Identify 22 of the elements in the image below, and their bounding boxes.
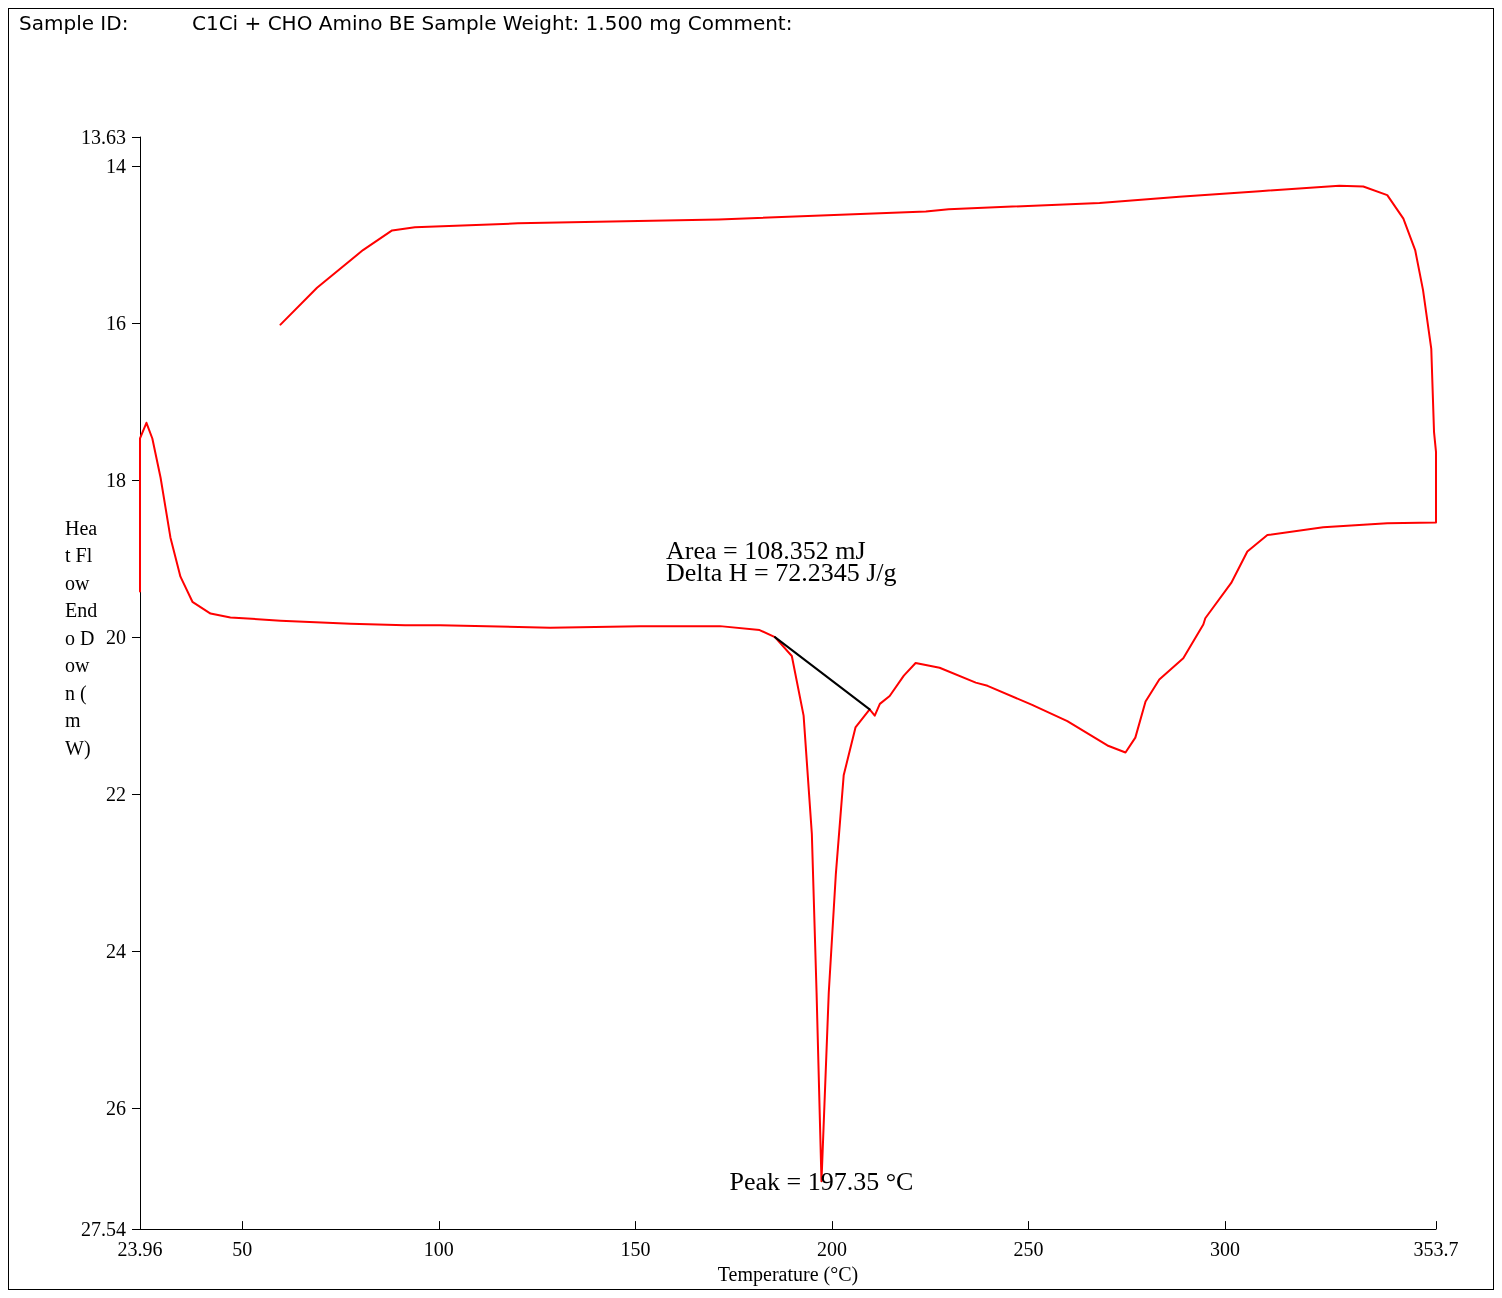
y-tick-label: 22 [106,783,126,806]
x-tick-label: 200 [816,1238,847,1261]
y-tick-label: 27.54 [81,1218,126,1241]
x-tick-label: 150 [620,1238,651,1261]
x-axis-title: Temperature (°C) [717,1263,859,1286]
x-tick-label: 250 [1013,1238,1044,1261]
y-tick-label: 20 [106,626,126,649]
x-tick-label: 353.7 [1413,1238,1459,1261]
y-tick-label: 18 [106,469,126,492]
x-tick-label: 23.96 [117,1238,163,1261]
y-tick-label: 24 [106,940,126,963]
x-tick-label: 50 [232,1238,253,1261]
y-tick-label: 26 [106,1097,126,1120]
text: Heat Flow Endo Down (mW) [65,516,98,759]
x-tick-label: 100 [423,1238,454,1261]
y-tick-label: 14 [106,155,126,178]
annotation: Area = 108.352 mJ [666,535,866,565]
y-tick-label: 13.63 [81,126,126,148]
annotation: Peak = 197.35 °C [729,1166,914,1196]
chart-title: Sample ID: C1Ci + CHO Amino BE Sample Weight: 1.500 mg Comment: [19,11,793,35]
y-tick-label: 16 [106,312,126,335]
x-tick-label: 300 [1209,1238,1240,1261]
